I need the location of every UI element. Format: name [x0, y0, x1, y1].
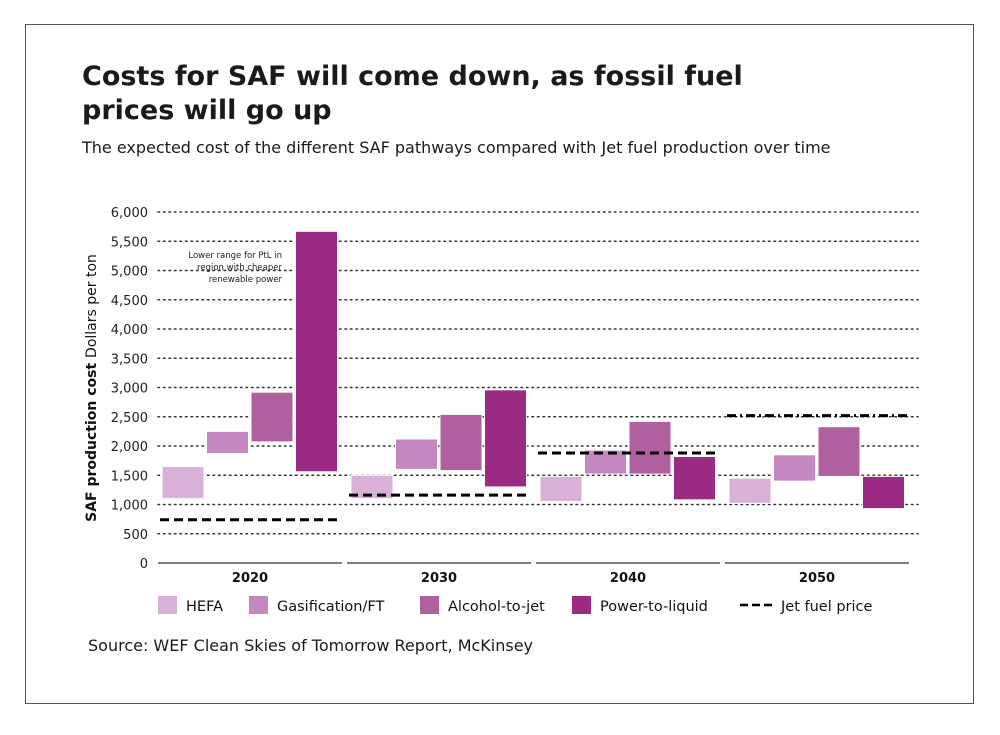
annotation-text: renewable power [209, 275, 283, 285]
y-tick-label: 1,500 [111, 469, 148, 484]
y-axis-label-bold: SAF production cost [84, 358, 100, 522]
bar-hefa-2040 [539, 475, 583, 503]
bar-power-to-liquid-2050 [862, 475, 905, 510]
bar-hefa-2050 [728, 477, 772, 504]
y-tick-label: 1,000 [111, 499, 148, 514]
y-tick-label: 2,000 [111, 440, 148, 455]
chart-title: Costs for SAF will come down, as fossil … [82, 61, 743, 126]
y-tick-label: 4,000 [111, 323, 148, 338]
annotation-text: region with cheaper [197, 263, 282, 273]
bar-alcohol-to-jet-2040 [628, 420, 672, 475]
legend-swatch-gasification-ft [249, 596, 268, 614]
legend-swatch-alcohol-to-jet [420, 596, 439, 614]
bar-alcohol-to-jet-2030 [439, 413, 483, 472]
chart-subtitle: The expected cost of the different SAF p… [82, 138, 831, 157]
y-tick-label: 0 [140, 557, 148, 572]
y-tick-label: 3,500 [111, 352, 148, 367]
x-category-label: 2040 [610, 571, 646, 586]
bar-alcohol-to-jet-2050 [817, 426, 861, 477]
legend-label: Alcohol-to-jet [448, 599, 545, 615]
y-tick-label: 5,500 [111, 235, 148, 250]
bar-power-to-liquid-2030 [484, 389, 527, 488]
bar-alcohol-to-jet-2020 [250, 391, 294, 443]
bar-gasification-ft-2020 [206, 430, 249, 455]
legend-swatch-power-to-liquid [572, 596, 591, 614]
source-note: Source: WEF Clean Skies of Tomorrow Repo… [88, 636, 534, 655]
y-tick-label: 4,500 [111, 294, 148, 309]
annotation-text: Lower range for PtL in [188, 251, 282, 261]
y-tick-label: 5,000 [111, 265, 148, 280]
bar-gasification-ft-2030 [395, 438, 438, 470]
x-category-label: 2050 [799, 571, 835, 586]
legend-label: Power-to-liquid [600, 599, 708, 615]
bar-hefa-2020 [161, 465, 205, 500]
y-tick-label: 500 [123, 528, 148, 543]
legend-label: Jet fuel price [780, 599, 873, 615]
legend-swatch-hefa [158, 596, 177, 614]
bar-power-to-liquid-2040 [673, 456, 716, 501]
bar-hefa-2030 [350, 474, 394, 500]
y-tick-label: 3,000 [111, 382, 148, 397]
legend-label: HEFA [186, 599, 223, 615]
legend-label: Gasification/FT [277, 599, 384, 615]
x-category-label: 2020 [232, 571, 268, 586]
bar-gasification-ft-2040 [584, 449, 627, 475]
chart-frame [25, 24, 974, 704]
y-axis-label-unit: Dollars per ton [84, 254, 100, 358]
y-tick-label: 6,000 [111, 206, 148, 221]
x-category-label: 2030 [421, 571, 457, 586]
bar-power-to-liquid-2020 [295, 230, 338, 473]
y-axis-label: SAF production cost Dollars per ton [84, 254, 100, 522]
bar-gasification-ft-2050 [773, 454, 816, 482]
y-tick-label: 2,500 [111, 411, 148, 426]
